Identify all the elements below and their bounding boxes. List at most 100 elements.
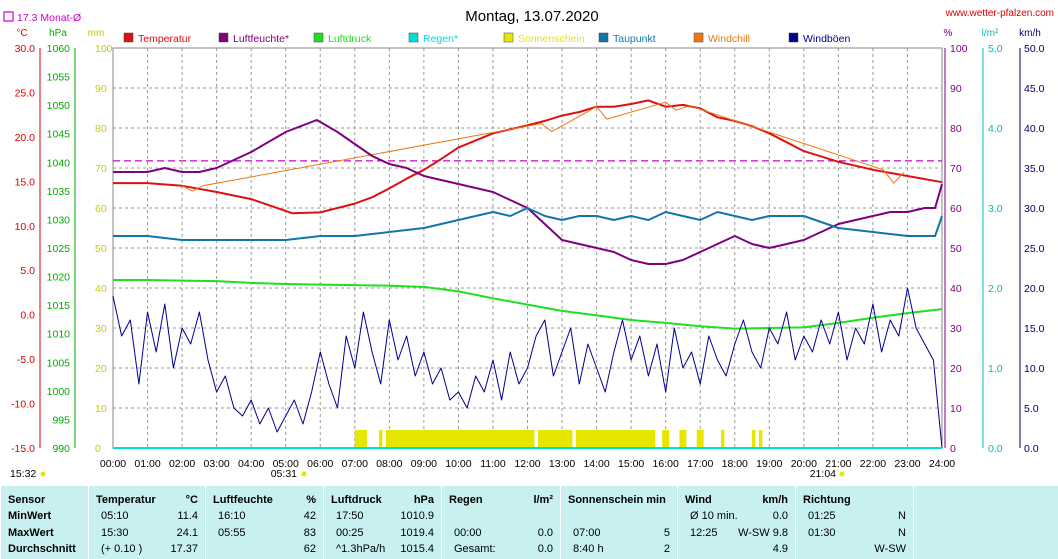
sunshine-bar [385, 430, 535, 447]
x-tick-label: 04:00 [238, 458, 264, 470]
stats-cell-value: 42 [303, 510, 316, 522]
sunshine-bar [758, 430, 763, 447]
axis-tick-rain_mm: 100 [95, 43, 113, 55]
stats-cell-time: 07:00 [573, 527, 601, 539]
x-tick-label: 22:00 [860, 458, 886, 470]
sunrise-label: 05:31 [271, 468, 297, 480]
stats-header: Sensor [8, 494, 46, 506]
sunset-icon [839, 471, 845, 477]
axis-tick-humidity: 100 [950, 43, 968, 55]
axis-tick-pressure: 1035 [47, 186, 71, 198]
chart-title: Montag, 13.07.2020 [465, 8, 598, 25]
x-tick-label: 02:00 [169, 458, 195, 470]
x-tick-label: 06:00 [307, 458, 333, 470]
axis-tick-humidity: 90 [950, 83, 962, 95]
axis-tick-humidity: 10 [950, 403, 962, 415]
x-tick-label: 19:00 [756, 458, 782, 470]
stats-row: 15:30 24.1 [89, 525, 206, 541]
stats-row: 16:10 42 [206, 508, 324, 524]
stats-row: 8:40 h 2 [561, 541, 678, 557]
stats-cell-value: 0.0 [772, 510, 788, 522]
sunshine-bar [537, 430, 573, 447]
x-tick-label: 09:00 [411, 458, 437, 470]
stats-row: 01:30 N [796, 525, 914, 541]
sunset-label: 21:04 [810, 468, 836, 480]
axis-unit-humidity: % [944, 28, 953, 39]
axis-tick-pressure: 1020 [47, 272, 71, 284]
axis-tick-humidity: 50 [950, 243, 962, 255]
stats-column-pressure: Luftdruck hPa 17:50 1010.9 00:25 1019.4 ^1.3hP… [323, 486, 442, 559]
axis-tick-humidity: 30 [950, 323, 962, 335]
legend-label: Luftdruck [328, 33, 372, 45]
axis-tick-rain_mm: 80 [95, 123, 107, 135]
sunshine-bar [575, 430, 656, 447]
stats-cell-value: 24.1 [176, 527, 198, 539]
axis-unit-temp: °C [16, 28, 27, 39]
axis-tick-temp: 20.0 [15, 132, 36, 144]
stats-cell-value: 17.37 [170, 543, 198, 555]
stats-row: 07:00 5 [561, 525, 678, 541]
axis-tick-temp: 25.0 [15, 87, 36, 99]
axis-tick-humidity: 70 [950, 163, 962, 175]
stats-unit: km/h [762, 494, 788, 506]
axis-unit-rain_rate: l/m² [982, 28, 999, 39]
stats-cell-value: N [898, 510, 906, 522]
axis-tick-wind: 5.0 [1024, 403, 1039, 415]
axis-tick-pressure: 1050 [47, 100, 71, 112]
axis-tick-pressure: 1010 [47, 329, 71, 341]
legend-swatch [408, 32, 419, 43]
axis-tick-temp: -5.0 [17, 354, 35, 366]
axis-tick-pressure: 1060 [47, 43, 71, 55]
axis-tick-pressure: 1040 [47, 157, 71, 169]
stats-cell-value: 11.4 [177, 510, 198, 522]
stats-header: Sonnenschein min [568, 494, 666, 506]
legend-label: Taupunkt [613, 33, 656, 45]
axis-tick-pressure: 995 [52, 414, 70, 426]
sunshine-bar [696, 430, 704, 447]
legend-swatch [313, 32, 324, 43]
site-link[interactable]: www.wetter-pfalzen.com [945, 8, 1054, 19]
axis-unit-rain_mm: mm [88, 28, 105, 39]
axis-tick-rain_mm: 0 [95, 443, 101, 455]
stats-column [913, 486, 1058, 559]
axis-tick-temp: -15.0 [11, 443, 35, 455]
stats-unit: hPa [413, 494, 434, 506]
stats-cell-time: 00:25 [336, 527, 364, 539]
stats-cell-time: 8:40 h [573, 543, 604, 555]
stats-cell-time: (+ 0.10 ) [101, 543, 143, 555]
stats-cell-time: Gesamt: [454, 543, 496, 555]
legend-label: Luftfeuchte* [233, 33, 289, 45]
axis-tick-rain_mm: 20 [95, 363, 107, 375]
legend-label: Regen* [423, 33, 458, 45]
stats-row: 17:50 1010.9 [324, 508, 442, 524]
x-tick-label: 17:00 [687, 458, 713, 470]
x-tick-label: 03:00 [203, 458, 229, 470]
stats-cell-time: 12:25 [690, 527, 718, 539]
stats-cell-value: 2 [663, 543, 670, 555]
stats-cell-time: 01:25 [808, 510, 836, 522]
axis-tick-humidity: 60 [950, 203, 962, 215]
stats-row: 00:25 1019.4 [324, 525, 442, 541]
sunshine-bar [354, 430, 367, 447]
stats-cell-value: N [898, 527, 906, 539]
stats-header: Wind [685, 494, 712, 506]
axis-tick-wind: 10.0 [1024, 363, 1045, 375]
stats-row [442, 508, 561, 524]
stats-cell-time: 01:30 [808, 527, 836, 539]
stats-cell-time: Ø 10 min. [690, 510, 738, 522]
stats-row: (+ 0.10 ) 17.37 [89, 541, 206, 557]
axis-tick-pressure: 1005 [47, 357, 71, 369]
axis-tick-rain_rate: 4.0 [988, 123, 1003, 135]
axis-tick-rain_rate: 1.0 [988, 363, 1003, 375]
series-line-windchill [181, 101, 905, 192]
series-line-windben [112, 287, 943, 449]
axis-tick-rain_mm: 30 [95, 323, 107, 335]
x-tick-label: 21:00 [825, 458, 851, 470]
legend-swatch [693, 32, 704, 43]
stats-header-row: Luftdruck hPa [324, 492, 442, 508]
axis-tick-rain_mm: 70 [95, 163, 107, 175]
statistics-table: Sensor MinWert MaxWert Durchschnitt Temperat… [0, 486, 1058, 559]
axis-tick-rain_mm: 50 [95, 243, 107, 255]
stats-row: 05:55 83 [206, 525, 324, 541]
